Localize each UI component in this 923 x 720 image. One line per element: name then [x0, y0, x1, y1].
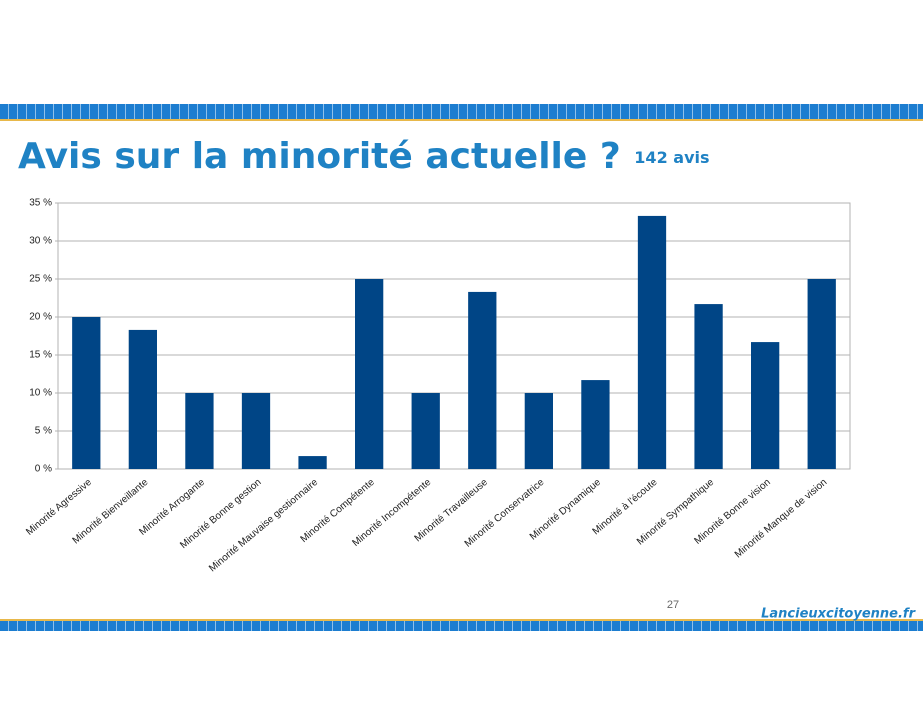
top-band-line [0, 119, 923, 121]
y-tick-label: 0 % [35, 464, 52, 475]
subtitle: 142 avis [634, 148, 709, 167]
y-tick-label: 5 % [35, 426, 52, 437]
x-tick-label: Minorité Mauvaise gestionnaire [207, 477, 320, 575]
bar [355, 279, 384, 469]
top-band [0, 104, 923, 119]
bar [185, 393, 214, 469]
plot-frame [57, 202, 851, 470]
title: Avis sur la minorité actuelle ? [18, 136, 621, 177]
page-number: 27 [667, 599, 679, 611]
y-tick-label: 15 % [29, 350, 52, 361]
bottom-band-line [0, 619, 923, 621]
bar [298, 456, 327, 469]
footer: Lancieuxcitoyenne.fr [761, 607, 916, 622]
y-tick-label: 20 % [29, 312, 52, 323]
y-tick-label: 25 % [29, 274, 52, 285]
bar [241, 393, 271, 469]
bar [751, 342, 780, 469]
bar [807, 279, 836, 469]
y-tick-label: 35 % [29, 198, 52, 209]
bar [524, 393, 553, 469]
bar [581, 380, 610, 469]
y-tick-label: 30 % [29, 236, 52, 247]
y-tick-label: 10 % [29, 388, 52, 399]
bottom-band [0, 621, 923, 631]
bar [411, 393, 440, 469]
bar [637, 215, 667, 469]
chart-title: Avis sur la minorité actuelle ? 142 avis [18, 136, 710, 177]
bar [128, 329, 157, 469]
bar [468, 291, 497, 469]
bar [72, 317, 101, 469]
x-tick-label: Minorité Manque de vision [733, 477, 829, 560]
bar [694, 304, 723, 469]
